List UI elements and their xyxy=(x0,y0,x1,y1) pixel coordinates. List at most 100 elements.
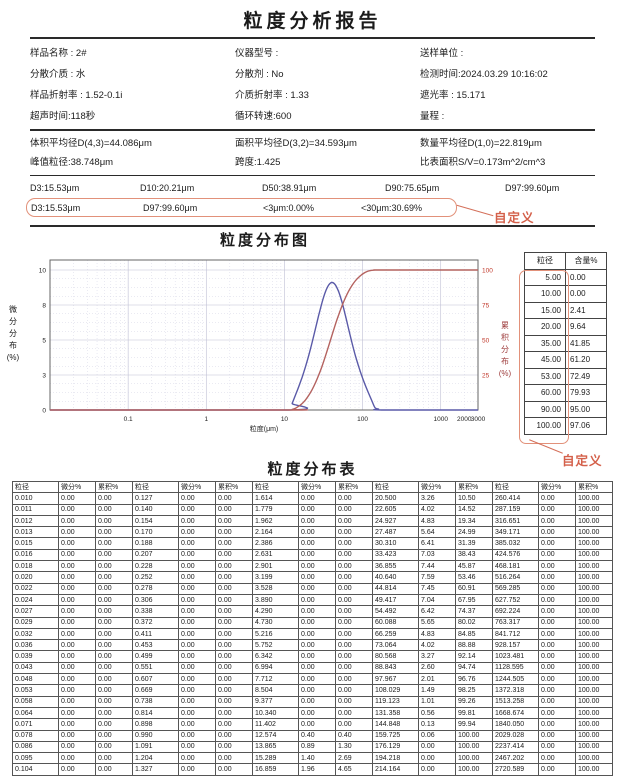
side-table-row: 20.00 9.64 xyxy=(524,318,607,336)
dist-table-size-cell: 3.528 xyxy=(252,582,299,595)
dist-table-cum-cell: 100.00 xyxy=(575,639,613,652)
dist-table-cum-cell: 24.99 xyxy=(455,526,493,539)
x-tick-label: 2000 xyxy=(457,416,472,423)
dist-table-size-cell: 424.576 xyxy=(492,548,539,562)
dist-table-cum-cell: 0.00 xyxy=(215,526,253,539)
dist-table-cum-cell: 2.69 xyxy=(335,752,373,765)
info-obscuration: 遮光率 : 15.171 xyxy=(420,90,486,101)
dist-table-diff-cell: 0.00 xyxy=(298,718,336,731)
dist-table-size-cell: 22.605 xyxy=(372,503,419,516)
dist-table-cum-cell: 0.00 xyxy=(335,639,373,652)
dist-table-header-cell: 累积% xyxy=(215,480,253,494)
side-table-size-cell: 35.00 xyxy=(524,334,566,352)
dist-table-diff-cell: 0.00 xyxy=(58,571,96,584)
dist-table-row: 0.022 0.00 0.00 0.278 0.00 0.00 3.528 0.00 0.00 4… xyxy=(12,582,613,595)
dist-table-row: 0.029 0.00 0.00 0.372 0.00 0.00 4.730 0.00 0.00 6… xyxy=(12,616,613,629)
y-right-label-char: (%) xyxy=(498,369,512,378)
dist-table-diff-cell: 0.00 xyxy=(418,763,456,776)
dist-table-cum-cell: 0.00 xyxy=(215,706,253,720)
dist-table-size-cell: 214.164 xyxy=(372,763,419,776)
dist-table-diff-cell: 0.00 xyxy=(538,695,576,708)
dist-table-diff-cell: 0.06 xyxy=(418,729,456,742)
dist-table-row: 0.018 0.00 0.00 0.228 0.00 0.00 2.901 0.00 0.00 3… xyxy=(12,560,613,573)
dist-table-size-cell: 468.181 xyxy=(492,560,539,573)
dist-table-size-cell: 1.614 xyxy=(252,492,299,505)
dist-table-diff-cell: 0.00 xyxy=(298,526,336,539)
dist-table-diff-cell: 0.00 xyxy=(298,503,336,516)
dist-table-diff-cell: 0.00 xyxy=(178,729,216,742)
d10-value: D10:20.21μm xyxy=(140,183,195,193)
dist-table-size-cell: 1.779 xyxy=(252,503,299,516)
dist-table-cum-cell: 0.00 xyxy=(95,627,133,641)
dist-table-cum-cell: 31.39 xyxy=(455,537,493,550)
info-dispersant: 分散剂 : No xyxy=(235,69,284,80)
dist-table-diff-cell: 0.00 xyxy=(298,571,336,584)
d-values-row: D3:15.53μm D10:20.21μm D50:38.91μm D90:7… xyxy=(30,180,595,196)
side-table-header-size: 粒径 xyxy=(524,252,566,270)
dist-table-size-cell: 0.252 xyxy=(132,571,179,584)
side-table-size-cell: 100.00 xyxy=(524,417,566,435)
dist-table-diff-cell: 0.00 xyxy=(298,616,336,629)
dist-table-diff-cell: 0.00 xyxy=(58,514,96,528)
custom-stats-highlight-box: D3:15.53μm D97:99.60μm <3μm:0.00% <30μm:… xyxy=(26,198,457,217)
dist-table-size-cell: 287.159 xyxy=(492,503,539,516)
dist-table-diff-cell: 0.00 xyxy=(58,752,96,765)
y-right-tick-label: 75 xyxy=(482,302,490,309)
chart-title: 粒度分布图 xyxy=(219,232,310,249)
dist-table-cum-cell: 0.00 xyxy=(95,650,133,663)
y-left-label-char: 分 xyxy=(9,329,17,338)
dist-table-size-cell: 54.492 xyxy=(372,605,419,618)
dist-table-size-cell: 2237.414 xyxy=(492,740,539,754)
dist-table-size-cell: 15.289 xyxy=(252,752,299,765)
dist-table-diff-cell: 0.00 xyxy=(538,492,576,505)
dist-table-size-cell: 0.013 xyxy=(12,526,59,539)
dist-table-cum-cell: 88.88 xyxy=(455,639,493,652)
dist-table-size-cell: 44.814 xyxy=(372,582,419,595)
dist-table-row: 0.095 0.00 0.00 1.204 0.00 0.00 15.289 1.40 2.69… xyxy=(12,752,613,765)
dist-table-size-cell: 0.338 xyxy=(132,605,179,618)
dist-table-diff-cell: 0.00 xyxy=(178,616,216,629)
dist-table-size-cell: 2.386 xyxy=(252,537,299,550)
dist-table-size-cell: 0.607 xyxy=(132,673,179,686)
side-table-row: 5.00 0.00 xyxy=(524,268,607,286)
side-table-content-cell: 9.64 xyxy=(565,318,607,336)
dist-table-cum-cell: 100.00 xyxy=(575,605,613,618)
dist-table-header-cell: 粒径 xyxy=(252,480,299,494)
info-test-time: 检测时间:2024.03.29 10:16:02 xyxy=(420,69,548,80)
dist-table-diff-cell: 0.00 xyxy=(538,661,576,675)
dist-table-size-cell: 260.414 xyxy=(492,492,539,505)
dist-table-size-cell: 2.164 xyxy=(252,526,299,539)
dist-table-size-cell: 0.015 xyxy=(12,537,59,550)
dist-table-diff-cell: 0.00 xyxy=(58,560,96,573)
dist-table-row: 0.036 0.00 0.00 0.453 0.00 0.00 5.752 0.00 0.00 7… xyxy=(12,639,613,652)
dist-table-size-cell: 194.218 xyxy=(372,752,419,765)
stat-volume-mean: 体积平均径D(4,3)=44.086μm xyxy=(30,138,152,149)
dist-table-size-cell: 1244.505 xyxy=(492,673,539,686)
dist-table-cum-cell: 0.00 xyxy=(215,718,253,731)
side-annotation-leader-line xyxy=(529,439,563,454)
dist-table-size-cell: 0.048 xyxy=(12,673,59,686)
dist-table-size-cell: 0.669 xyxy=(132,684,179,697)
dist-table-cum-cell: 100.00 xyxy=(575,514,613,528)
custom-under3-value: <3μm:0.00% xyxy=(263,202,314,213)
dist-table-cum-cell: 0.00 xyxy=(215,752,253,765)
side-table-header-content: 含量% xyxy=(565,252,607,270)
dist-table-size-cell: 0.010 xyxy=(12,492,59,505)
dist-table-size-cell: 0.064 xyxy=(12,706,59,720)
dist-table-cum-cell: 0.00 xyxy=(95,718,133,731)
dist-table-size-cell: 60.088 xyxy=(372,616,419,629)
dist-table-size-cell: 841.712 xyxy=(492,627,539,641)
dist-table-diff-cell: 0.00 xyxy=(58,537,96,550)
dist-table-header-cell: 累积% xyxy=(335,480,373,494)
side-table-size-cell: 20.00 xyxy=(524,318,566,336)
dist-table-header-cell: 微分% xyxy=(178,480,216,494)
dist-table-diff-cell: 0.00 xyxy=(178,718,216,731)
dist-table-header-cell: 累积% xyxy=(95,480,133,494)
dist-table-cum-cell: 0.40 xyxy=(335,729,373,742)
dist-table-row: 0.024 0.00 0.00 0.306 0.00 0.00 3.890 0.00 0.00 4… xyxy=(12,593,613,607)
dist-table-cum-cell: 0.00 xyxy=(95,526,133,539)
dist-table-cum-cell: 0.00 xyxy=(335,695,373,708)
dist-table-size-cell: 9.377 xyxy=(252,695,299,708)
dist-table-diff-cell: 0.00 xyxy=(298,593,336,607)
